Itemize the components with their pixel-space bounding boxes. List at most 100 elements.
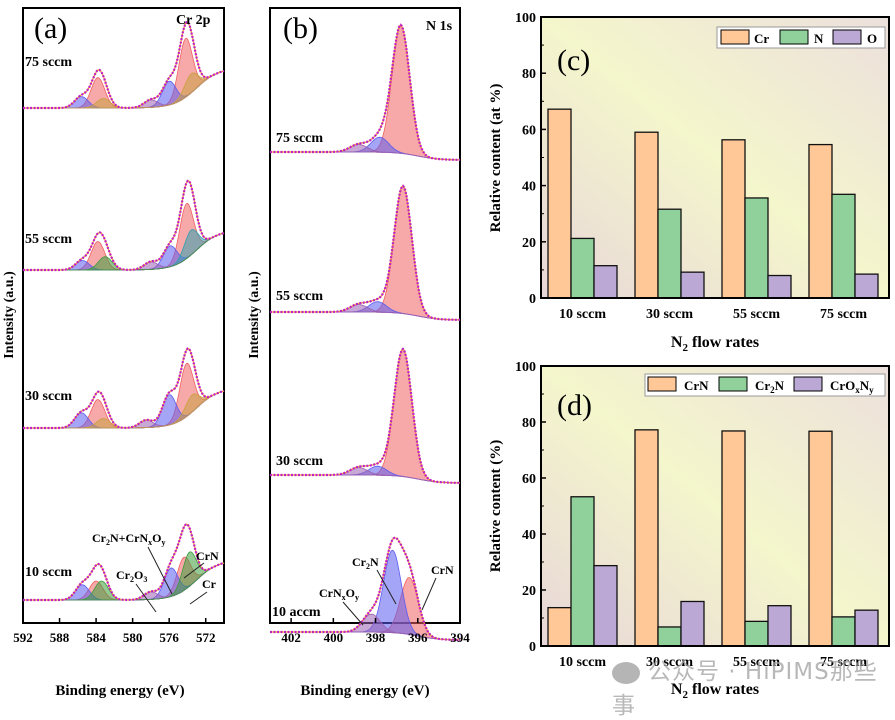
panel-a: 592 588 584 580 576 572 (a) Cr 2p Binding ene… bbox=[2, 7, 225, 699]
legend-swatch-cr2n bbox=[718, 376, 748, 392]
panel-a-x-axis-label: Binding energy (eV) bbox=[55, 683, 184, 699]
panel-d-y-ticks: 0 20 40 60 80 100 bbox=[515, 360, 546, 655]
panel-a-x-tick-label: 572 bbox=[196, 630, 216, 645]
legend-label-croxny: CrOxNy bbox=[830, 378, 874, 395]
watermark-text: 公众号 · HiPIMS那些事 bbox=[612, 659, 878, 719]
panel-b-x-tick-label: 400 bbox=[324, 630, 344, 645]
panel-b-series-label-30: 30 sccm bbox=[276, 454, 323, 469]
annotation-crn: CrN bbox=[196, 549, 219, 563]
panel-d-bars bbox=[547, 429, 879, 647]
panel-d-y-axis-label: Relative content (%) bbox=[488, 440, 504, 572]
panel-d-bar-croxny-30-sccm bbox=[680, 600, 705, 647]
panel-c-y-tick-label: 20 bbox=[522, 236, 536, 251]
panel-a-series-label-75: 75 sccm bbox=[25, 55, 72, 70]
panel-d-x-tick-label: 75 sccm bbox=[820, 655, 867, 670]
panel-b-label: (b) bbox=[283, 12, 318, 45]
panel-b-x-tick-label: 402 bbox=[281, 630, 301, 645]
panel-d-bar-cr2n-55-sccm bbox=[744, 620, 769, 647]
panel-b-title: N 1s bbox=[426, 19, 453, 34]
annotation-b-cr2n: Cr2N bbox=[352, 555, 379, 571]
legend-swatch-n bbox=[779, 29, 809, 45]
panel-b-raw-data-10-accm bbox=[270, 536, 461, 641]
panel-d-y-tick-label: 20 bbox=[522, 584, 536, 599]
panel-a-y-axis-label: Intensity (a.u.) bbox=[2, 271, 17, 359]
panel-d-legend-box bbox=[644, 373, 886, 397]
panel-d-x-tick-label: 55 sccm bbox=[733, 655, 780, 670]
legend-swatch-croxny bbox=[793, 376, 823, 392]
panel-a-frame bbox=[22, 7, 225, 624]
legend-label-n: N bbox=[814, 31, 824, 46]
panel-d-x-tick-label: 10 sccm bbox=[559, 655, 606, 670]
annotation-b-crn: CrN bbox=[431, 563, 454, 577]
panel-d-x-ticks: 10 sccm 30 sccm 55 sccm 75 sccm bbox=[559, 655, 867, 670]
legend-swatch-cr bbox=[720, 29, 750, 45]
legend-label-cr: Cr bbox=[754, 31, 769, 46]
panel-d-bar-crn-10-sccm bbox=[547, 606, 572, 647]
panel-c-bar-o-55-sccm bbox=[767, 274, 792, 299]
panel-a-label: (a) bbox=[34, 12, 67, 45]
panel-d-x-axis-label: N2 flow rates bbox=[671, 681, 759, 701]
panel-b-frame bbox=[269, 7, 461, 624]
panel-b-x-tick-label: 394 bbox=[450, 630, 470, 645]
panel-b-y-axis-label: Intensity (a.u.) bbox=[247, 271, 262, 359]
panel-c-y-tick-label: 60 bbox=[522, 123, 536, 138]
panel-d-legend: CrN Cr2N CrOxNy bbox=[644, 373, 886, 397]
panel-b-x-axis-label: Binding energy (eV) bbox=[300, 683, 429, 699]
panel-c-bar-o-30-sccm bbox=[680, 271, 705, 299]
panel-c-bar-cr-75-sccm bbox=[808, 143, 833, 299]
panel-b-x-ticks: 402 400 398 396 394 bbox=[281, 618, 470, 645]
panel-d-y-tick-label: 80 bbox=[522, 416, 536, 431]
panel-a-x-tick-label: 580 bbox=[123, 630, 143, 645]
panel-d-bar-crn-30-sccm bbox=[634, 429, 659, 647]
panel-b-spectra bbox=[270, 23, 461, 641]
panel-c-x-tick-label: 10 sccm bbox=[559, 307, 606, 322]
panel-c-label: (c) bbox=[557, 44, 590, 77]
annotation-cr2o3: Cr2O3 bbox=[116, 568, 147, 584]
panel-c-bar-n-10-sccm bbox=[570, 237, 595, 299]
panel-a-raw-data-10-sccm bbox=[23, 523, 225, 602]
panel-c-bar-cr-10-sccm bbox=[547, 108, 572, 299]
panel-c-y-tick-label: 100 bbox=[515, 11, 536, 26]
legend-swatch-crn bbox=[647, 376, 677, 392]
legend-label-crn: CrN bbox=[684, 378, 709, 393]
panel-d-bar-croxny-75-sccm bbox=[854, 609, 879, 647]
panel-c-x-tick-label: 55 sccm bbox=[733, 307, 780, 322]
panel-c-bar-cr-55-sccm bbox=[721, 139, 746, 299]
panel-c-bar-o-10-sccm bbox=[593, 265, 618, 299]
panel-d-y-tick-label: 40 bbox=[522, 528, 536, 543]
panel-d: 0 20 40 60 80 100 10 sccm 30 sccm 55 sccm 75 scc… bbox=[488, 360, 890, 701]
panel-d-bar-croxny-10-sccm bbox=[593, 564, 618, 647]
legend-swatch-o bbox=[832, 29, 862, 45]
annotation-cr2n-crnxoy: Cr2N+CrNxOy bbox=[92, 531, 166, 547]
panel-b-raw-data-75-sccm bbox=[270, 23, 461, 161]
panel-c: 0 20 40 60 80 100 10 sccm 30 sccm 55 sccm 75 scc… bbox=[488, 11, 890, 354]
annotation-b-cr2n-pointer bbox=[376, 569, 397, 605]
panel-b-x-tick-label: 396 bbox=[408, 630, 428, 645]
panel-c-x-tick-label: 75 sccm bbox=[820, 307, 867, 322]
panel-b-series-label-55: 55 sccm bbox=[276, 289, 323, 304]
annotation-cr-pointer bbox=[189, 591, 208, 605]
panel-c-x-tick-label: 30 sccm bbox=[646, 307, 693, 322]
panel-b-series-label-75: 75 sccm bbox=[276, 131, 323, 146]
panel-c-legend: Cr N O bbox=[716, 26, 886, 49]
panel-d-bar-cr2n-75-sccm bbox=[831, 616, 856, 647]
panel-d-y-tick-label: 100 bbox=[515, 360, 536, 375]
panel-d-bar-crn-75-sccm bbox=[808, 430, 833, 647]
annotation-cr2n-crnxoy-pointer bbox=[147, 546, 173, 595]
panel-c-y-tick-label: 40 bbox=[522, 180, 536, 195]
panel-c-y-tick-label: 80 bbox=[522, 67, 536, 82]
panel-a-x-ticks: 592 588 584 580 576 572 bbox=[13, 618, 215, 645]
panel-c-bar-n-55-sccm bbox=[744, 197, 769, 299]
panel-b: 402 400 398 396 394 (b) N 1s Binding energy … bbox=[247, 7, 470, 699]
annotation-crn-pointer bbox=[183, 562, 205, 579]
panel-c-bar-o-75-sccm bbox=[854, 273, 879, 299]
annotation-cr2o3-pointer bbox=[135, 583, 157, 613]
panel-d-bar-croxny-55-sccm bbox=[767, 605, 792, 647]
panel-a-spectra bbox=[23, 20, 225, 602]
panel-d-y-tick-label: 60 bbox=[522, 472, 536, 487]
panel-d-bar-cr2n-30-sccm bbox=[657, 626, 682, 647]
panel-c-y-ticks: 0 20 40 60 80 100 bbox=[515, 11, 546, 307]
panel-c-x-axis-label: N2 flow rates bbox=[671, 334, 759, 354]
watermark: 公众号 · HiPIMS那些事 bbox=[612, 652, 895, 720]
panel-d-label: (d) bbox=[557, 389, 592, 422]
